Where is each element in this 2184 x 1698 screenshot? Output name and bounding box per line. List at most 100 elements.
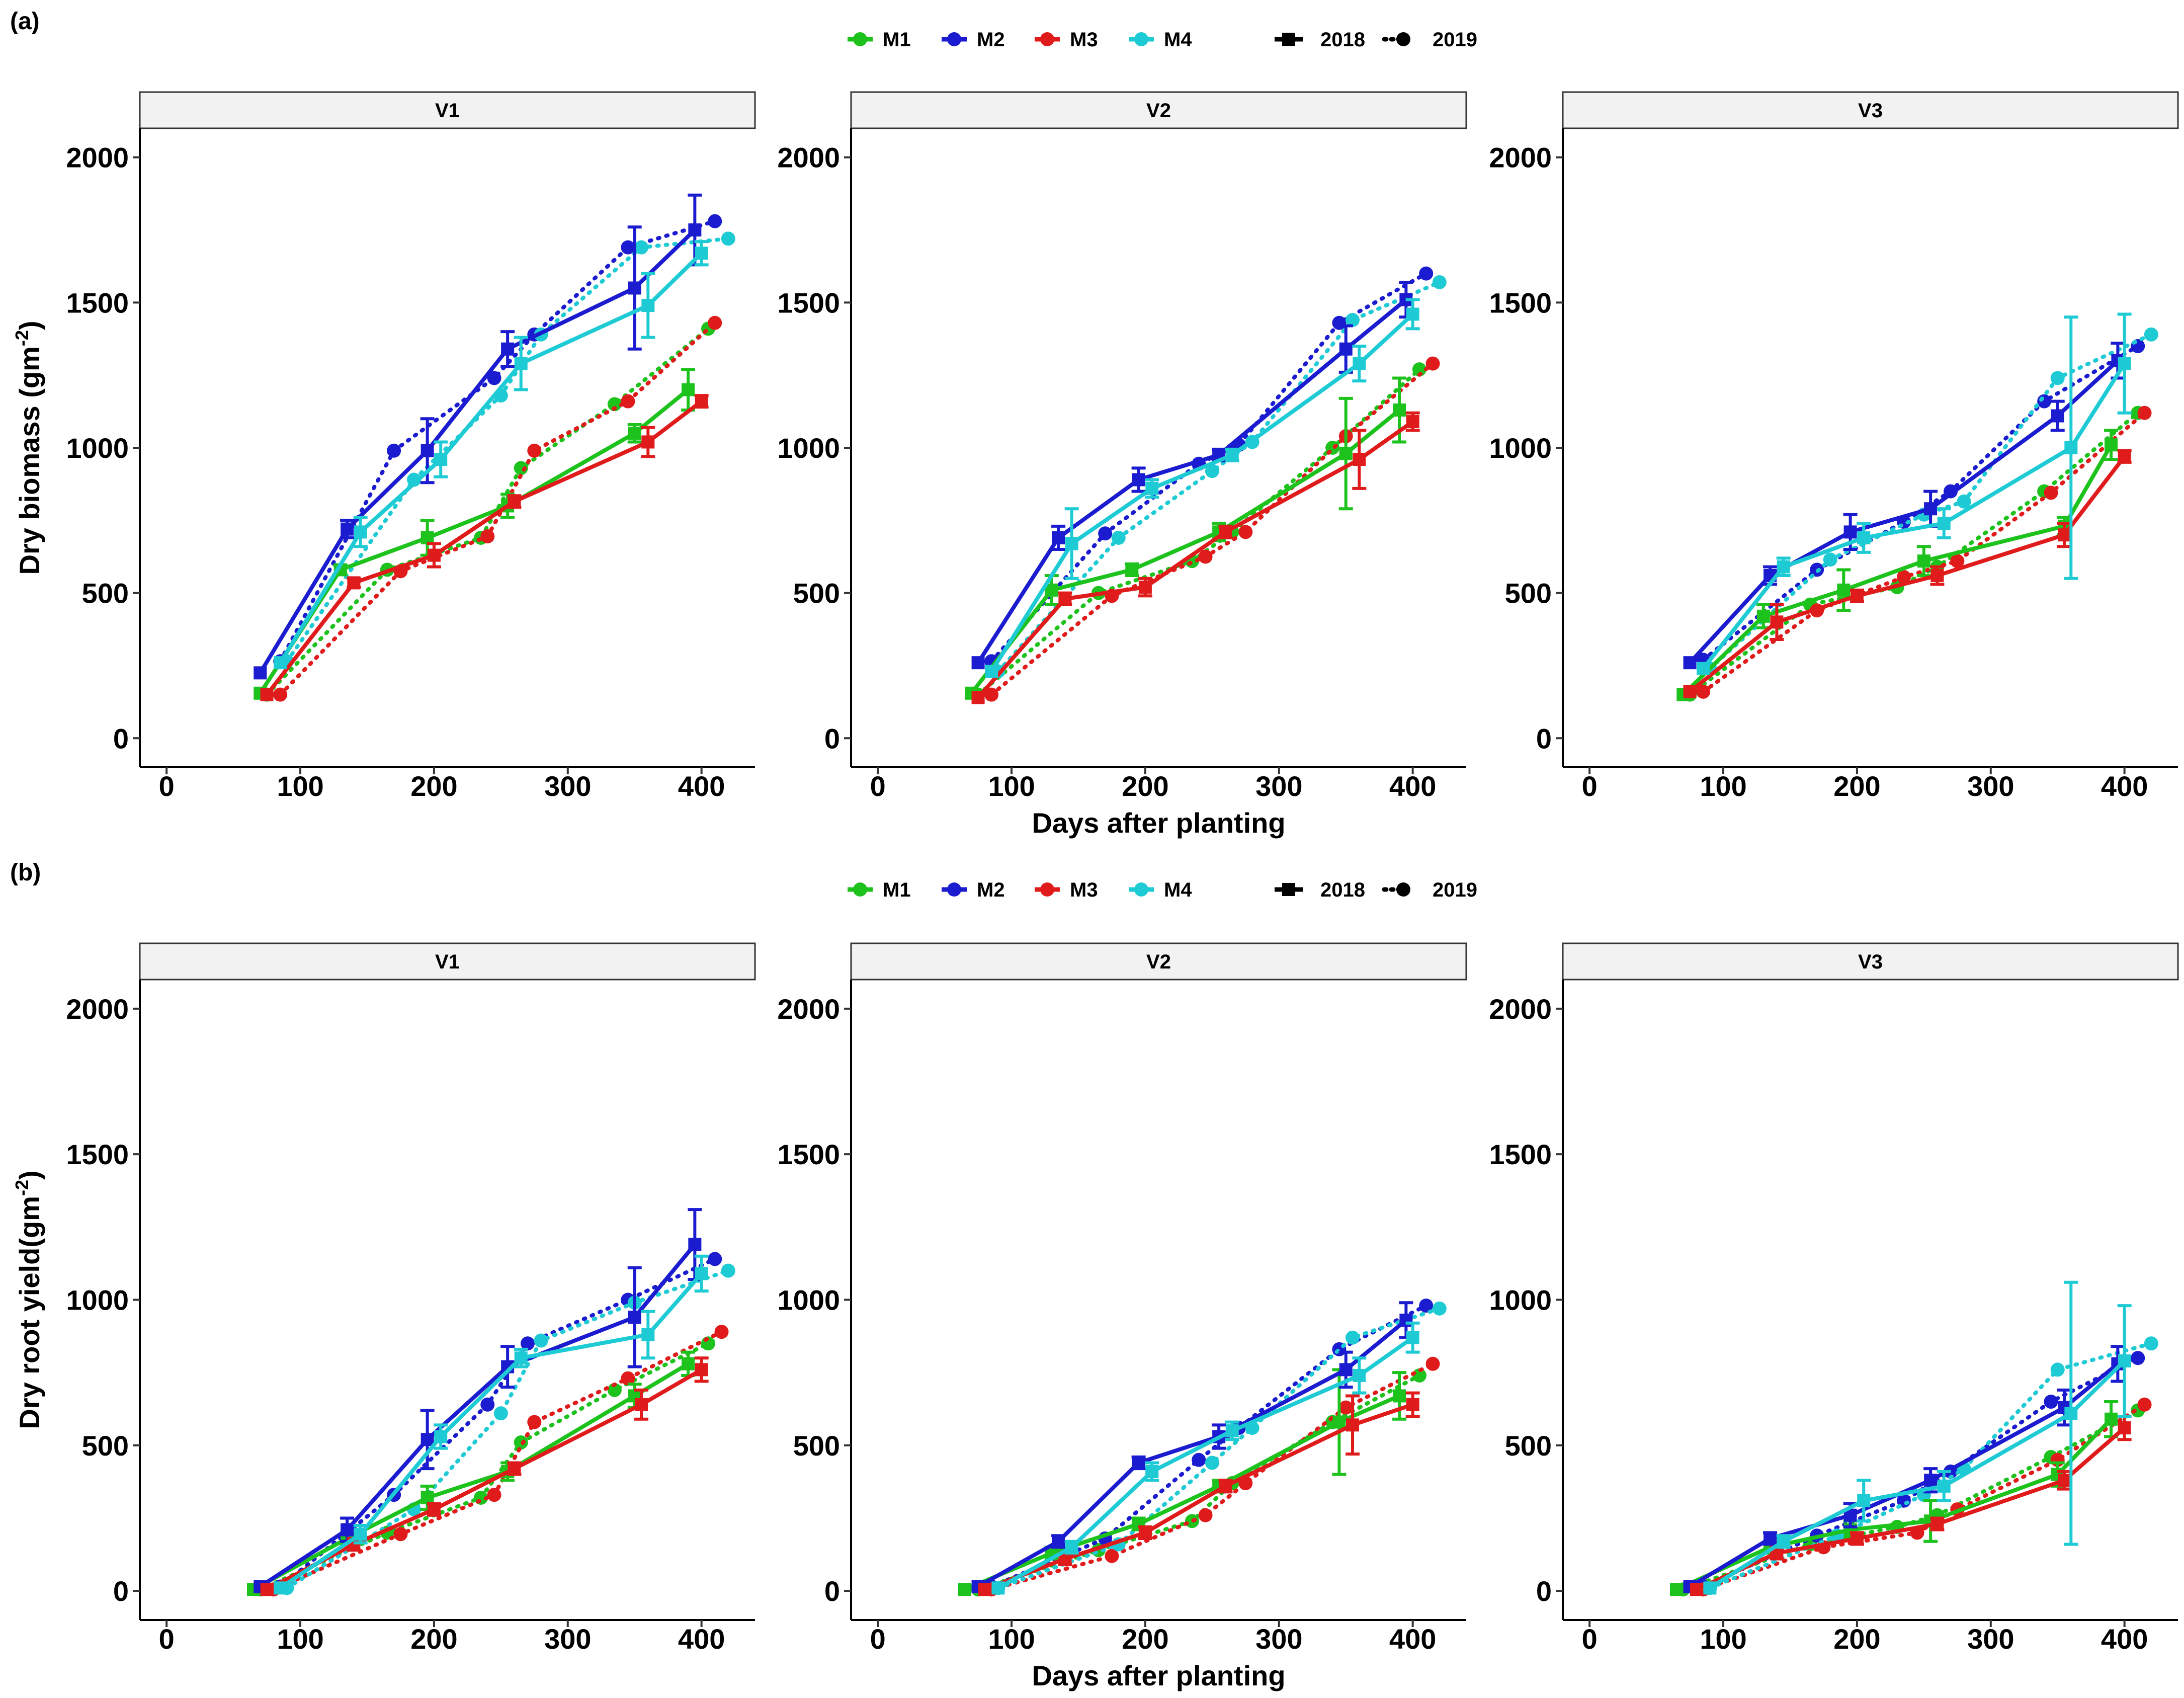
- data-point-square: [501, 342, 515, 356]
- facet-v3: V3 0 500 1000 1500 2000 0 100 200 300 400: [1489, 91, 2179, 802]
- data-point-circle: [514, 461, 528, 475]
- legend-label: 2019: [1433, 879, 1477, 901]
- y-tick-label: 2000: [1489, 993, 1552, 1025]
- legend-label: M1: [883, 29, 911, 51]
- series-m4-2018: [1703, 1280, 2132, 1595]
- series-line: [1689, 455, 2126, 694]
- data-point-square: [1406, 1398, 1419, 1411]
- y-tick-label: 500: [793, 1430, 840, 1462]
- series-line: [976, 298, 1407, 664]
- y-axis-title-sup: -2: [12, 330, 32, 346]
- x-tick-label: 300: [544, 1623, 591, 1655]
- data-point-circle: [1198, 549, 1213, 564]
- series-line: [266, 1367, 703, 1591]
- data-point-square: [1145, 481, 1159, 495]
- series-line: [278, 1257, 717, 1589]
- facet-v2: V2 0 500 1000 1500 2000 0 100 200 300 400: [777, 91, 1467, 802]
- series-m3-2018: [260, 1356, 709, 1596]
- data-point-square: [2105, 438, 2118, 452]
- series-m3-2018: [971, 411, 1420, 704]
- legend-label: M3: [1070, 29, 1098, 51]
- series-line: [964, 1394, 1400, 1591]
- data-point-square: [695, 1267, 708, 1280]
- series-m3-2019: [1696, 406, 2152, 699]
- series-line: [1688, 411, 2140, 697]
- series-m3-2018: [1690, 1414, 2132, 1596]
- data-point-square: [1937, 1479, 1951, 1493]
- legend-item-2018: 2018: [1275, 29, 1365, 51]
- data-point-square: [514, 1351, 528, 1365]
- data-point-square: [1683, 656, 1697, 670]
- plot-area: 0 500 1000 1500 2000 0 100 200 300 400: [1489, 980, 2178, 1655]
- data-point-circle: [2050, 1362, 2065, 1377]
- data-point-circle: [480, 1397, 495, 1412]
- data-point-circle: [621, 394, 635, 409]
- data-point-circle: [714, 1325, 729, 1339]
- panel-tag: (b): [10, 859, 41, 886]
- x-tick-label: 400: [2101, 770, 2148, 802]
- y-tick-label: 1500: [777, 1139, 840, 1170]
- legend-marker: [853, 882, 867, 897]
- data-point-square: [1339, 447, 1353, 460]
- data-point-square: [2105, 1412, 2118, 1426]
- data-point-circle: [393, 1527, 408, 1542]
- legend-label: M3: [1070, 879, 1098, 901]
- data-point-square: [341, 522, 354, 536]
- data-point-square: [958, 1583, 971, 1596]
- data-point-circle: [487, 371, 501, 385]
- x-tick-label: 300: [1255, 1623, 1302, 1655]
- series-line: [1708, 332, 2153, 671]
- data-point-square: [1353, 1368, 1366, 1382]
- legend-item-m4: M4: [1129, 29, 1192, 51]
- legend-item-m2: M2: [942, 879, 1005, 901]
- y-axis-title: Dry root yield(gm-2): [12, 1170, 45, 1429]
- data-point-square: [1843, 525, 1857, 539]
- plot-area: 0 500 1000 1500 2000 0 100 200 300 400: [1489, 128, 2178, 802]
- data-point-square: [1406, 1331, 1419, 1344]
- data-point-square: [260, 1583, 274, 1596]
- data-point-square: [1924, 1474, 1938, 1487]
- data-point-circle: [1950, 554, 1965, 569]
- series-m4-2018: [991, 1321, 1420, 1595]
- data-point-square: [1065, 1541, 1078, 1554]
- y-tick-label: 0: [1536, 722, 1552, 754]
- data-point-square: [1924, 502, 1938, 516]
- data-point-square: [1393, 1389, 1406, 1403]
- data-point-square: [1777, 1534, 1790, 1548]
- x-tick-label: 0: [159, 770, 175, 802]
- x-tick-label: 100: [277, 770, 323, 802]
- data-point-square: [641, 435, 655, 449]
- data-point-square: [1917, 554, 1930, 568]
- legend-item-2019: 2019: [1382, 29, 1477, 51]
- x-tick-label: 0: [1582, 1623, 1598, 1655]
- data-point-circle: [1205, 1456, 1219, 1470]
- data-point-circle: [1198, 1508, 1213, 1522]
- data-point-square: [985, 665, 998, 678]
- series-line: [1675, 1417, 2113, 1591]
- data-point-circle: [708, 214, 722, 228]
- data-point-square: [1399, 1314, 1413, 1327]
- data-point-square: [354, 1527, 367, 1541]
- series-line: [989, 1304, 1429, 1589]
- data-point-square: [1930, 569, 1944, 582]
- x-tick-label: 400: [678, 770, 725, 802]
- data-point-square: [1683, 685, 1697, 698]
- x-axis-title: Days after planting: [1032, 807, 1285, 839]
- data-point-square: [434, 1430, 448, 1443]
- legend-marker: [853, 32, 867, 46]
- data-point-square: [274, 656, 287, 670]
- data-point-circle: [2137, 1397, 2152, 1412]
- data-point-square: [1346, 1418, 1360, 1432]
- data-point-square: [978, 1583, 991, 1596]
- facet-label: V3: [1858, 100, 1883, 122]
- series-m2-2018: [254, 1208, 702, 1593]
- data-point-square: [508, 1462, 521, 1476]
- legend-marker: [947, 32, 961, 46]
- data-point-square: [1690, 1583, 1703, 1596]
- series-m3-2019: [266, 1325, 729, 1597]
- data-point-circle: [621, 1371, 635, 1386]
- data-point-circle: [1205, 464, 1219, 478]
- x-tick-label: 0: [159, 1623, 175, 1655]
- data-point-square: [514, 357, 528, 370]
- series-m4-2018: [985, 298, 1420, 678]
